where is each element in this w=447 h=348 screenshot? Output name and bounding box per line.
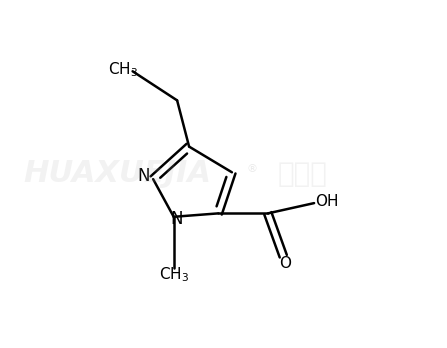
Text: HUAXUEJIA: HUAXUEJIA (23, 159, 211, 189)
Text: OH: OH (315, 194, 339, 209)
Text: CH$_3$: CH$_3$ (108, 60, 138, 79)
Text: O: O (279, 256, 291, 271)
Text: N: N (171, 209, 183, 228)
Text: ®: ® (247, 164, 258, 174)
Text: CH$_3$: CH$_3$ (159, 265, 189, 284)
Text: 化学加: 化学加 (277, 160, 327, 188)
Text: N: N (137, 167, 150, 185)
